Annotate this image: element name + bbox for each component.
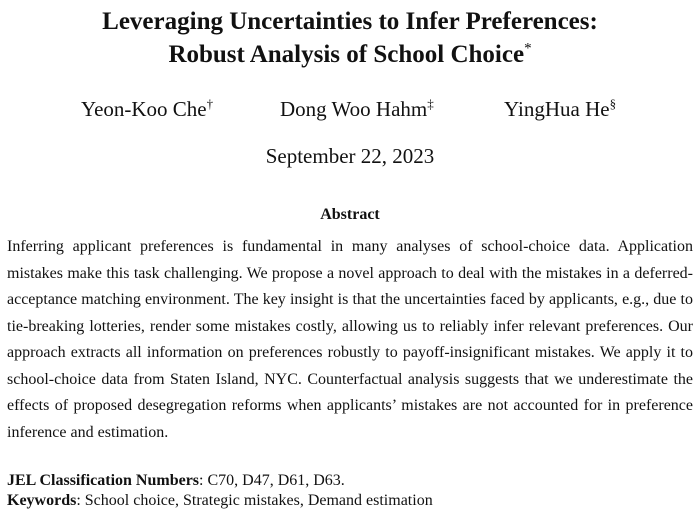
author-che: Yeon-Koo Che† [81,96,213,122]
abstract-text: Inferring applicant preferences is funda… [7,238,693,441]
keywords-list: : School choice, Strategic mistakes, Dem… [76,492,433,509]
author-footnote-mark: † [206,96,214,111]
title-footnote-mark: * [524,40,532,57]
paper-title-line-2: Robust Analysis of School Choice* [0,40,700,70]
paper-title-line-1: Leveraging Uncertainties to Infer Prefer… [0,7,700,37]
paper-title-text-2: Robust Analysis of School Choice [168,41,525,68]
author-footnote-mark: ‡ [427,96,434,111]
author-footnote-mark: § [609,96,617,111]
author-he: YingHua He§ [504,96,616,122]
author-name: Dong Woo Hahm [280,97,428,121]
abstract-heading: Abstract [320,206,380,223]
author-name: YingHua He [504,97,610,121]
jel-codes: : C70, D47, D61, D63. [199,472,345,489]
keywords: Keywords: School choice, Strategic mista… [7,491,433,511]
paper-title-text-1: Leveraging Uncertainties to Infer Prefer… [102,8,598,35]
publication-date: September 22, 2023 [265,144,435,168]
jel-label: JEL Classification Numbers [7,472,200,489]
keywords-label: Keywords [7,492,77,509]
author-name: Yeon-Koo Che [81,97,207,121]
author-hahm: Dong Woo Hahm‡ [280,96,434,122]
jel-classification: JEL Classification Numbers: C70, D47, D6… [7,471,345,491]
